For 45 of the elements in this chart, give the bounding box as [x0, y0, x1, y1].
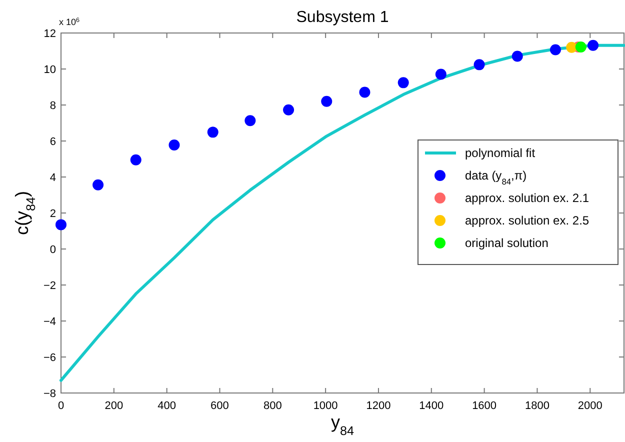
- y-tick-label: −6: [43, 352, 56, 364]
- legend-label: approx. solution ex. 2.5: [465, 214, 590, 228]
- x-tick-label: 2000: [578, 400, 602, 412]
- point: [244, 115, 256, 126]
- y-tick-label: 10: [44, 64, 56, 76]
- point: [550, 44, 561, 56]
- x-tick-label: 400: [158, 400, 176, 412]
- x-tick-label: 1600: [472, 400, 497, 412]
- legend-label: data (y$_{84}$,π): [465, 168, 527, 186]
- y-tick-label: 6: [50, 136, 56, 148]
- y-tick-label: −8: [43, 388, 56, 400]
- legend-label: approx. solution ex. 2.1: [465, 191, 590, 205]
- point: [588, 40, 599, 51]
- x-tick-label: 600: [210, 400, 229, 412]
- point: [359, 86, 370, 98]
- y-tick-label: 0: [50, 244, 56, 256]
- point: [207, 126, 218, 138]
- y-tick-label: −4: [43, 316, 56, 328]
- point: [283, 104, 294, 116]
- x-tick-label: 1800: [524, 400, 550, 412]
- chart-title: Subsystem 1: [296, 9, 389, 26]
- x-tick-label: 1200: [366, 400, 391, 412]
- point: [56, 219, 66, 230]
- x-tick-label: 200: [104, 400, 124, 412]
- point: [474, 59, 485, 70]
- point: [321, 96, 332, 107]
- x-axis-title: y$_{84}$: [330, 412, 354, 438]
- legend-label: original solution: [465, 236, 548, 250]
- point: [168, 139, 180, 150]
- legend-label: polynomial fit: [465, 146, 536, 160]
- point: [130, 154, 142, 166]
- x-tick-label: 1000: [313, 400, 338, 412]
- y-tick-label: 4: [50, 172, 56, 184]
- y-tick-label: 12: [44, 28, 56, 40]
- y-tick-label: −2: [43, 280, 56, 292]
- y-tick-label: 2: [50, 208, 56, 220]
- point: [398, 77, 409, 88]
- text: x 10$^{6}$: [59, 16, 80, 27]
- x-tick-label: 800: [263, 400, 282, 412]
- point: [92, 179, 104, 190]
- y-tick-label: 8: [50, 100, 56, 112]
- x-tick-label: 1400: [419, 400, 444, 412]
- point: [435, 68, 446, 80]
- point: [512, 50, 523, 62]
- x-tick-label: 0: [58, 400, 64, 412]
